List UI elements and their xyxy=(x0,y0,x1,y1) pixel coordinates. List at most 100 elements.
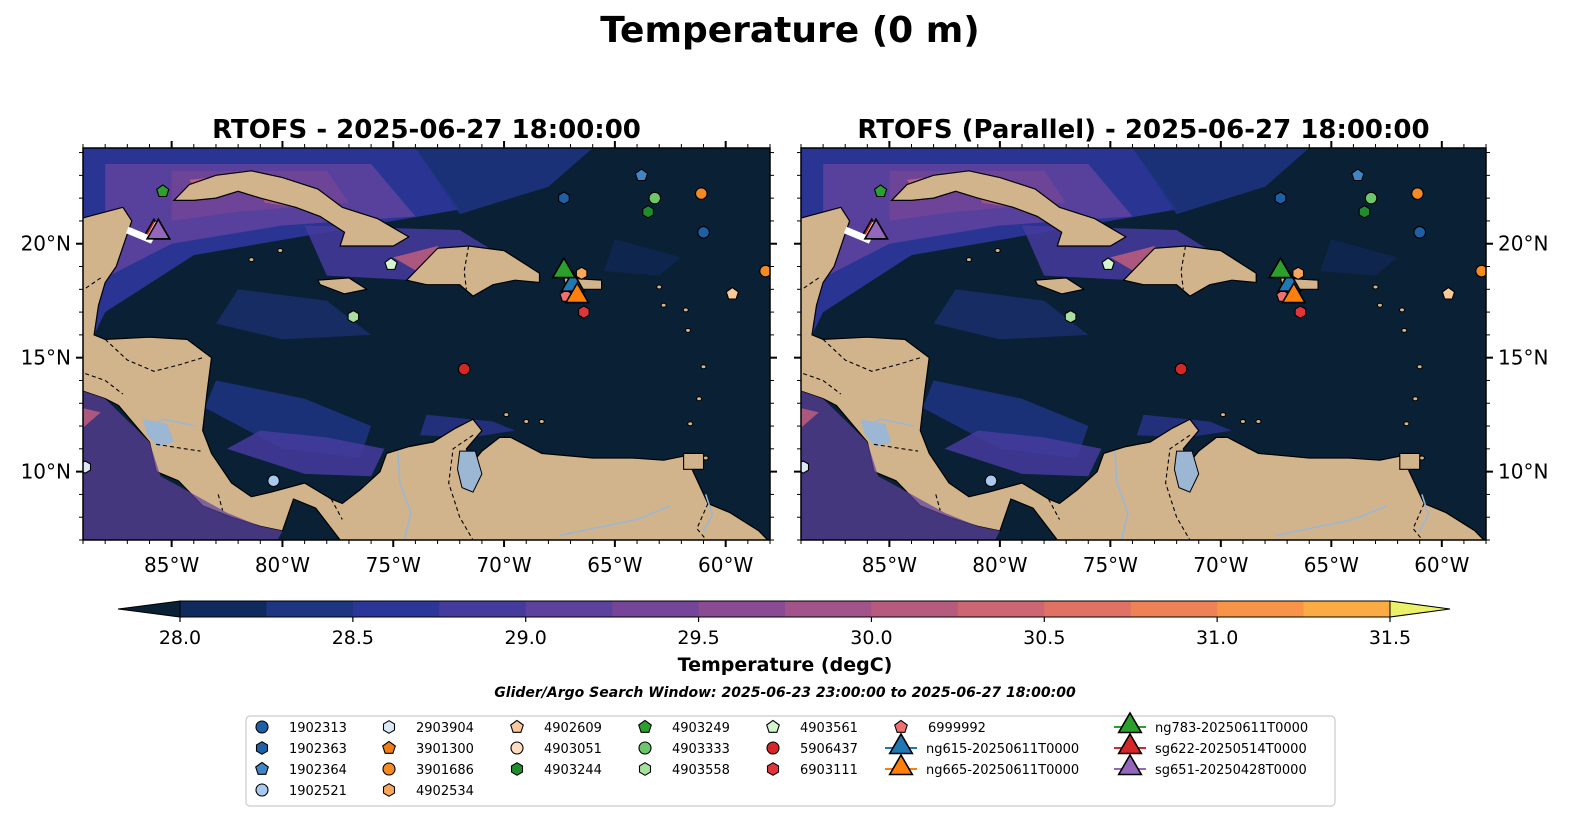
sst-pacific-warm xyxy=(83,408,101,428)
colorbar-tick-label: 29.0 xyxy=(505,627,547,649)
y-tick-label: 10°N xyxy=(21,460,71,484)
colorbar-bin xyxy=(525,601,613,617)
small-island xyxy=(965,257,972,263)
small-island xyxy=(503,412,510,418)
legend-label: 4902609 xyxy=(544,721,602,736)
colorbar-frame xyxy=(179,600,1391,618)
sst-zone xyxy=(1132,148,1310,215)
small-island xyxy=(700,364,707,370)
x-tick-label: 70°W xyxy=(1193,553,1248,577)
country-border xyxy=(104,338,203,372)
legend-label: 4903051 xyxy=(544,742,602,757)
legend-frame xyxy=(245,715,1336,807)
search-window-text: Glider/Argo Search Window: 2025-06-23 23… xyxy=(494,685,1076,701)
legend-float-marker xyxy=(766,719,780,733)
legend-float-marker xyxy=(510,719,524,733)
glider-ng783-20250611T0000 xyxy=(1267,256,1294,279)
legend-item-4903561: 4903561 xyxy=(766,719,858,736)
sst-pacific xyxy=(83,391,283,540)
y-tick-label: 15°N xyxy=(1498,346,1548,370)
argo-float-3901686 xyxy=(759,264,770,278)
argo-float-4902534 xyxy=(575,266,588,281)
x-tick-label: 80°W xyxy=(972,553,1027,577)
legend-label: 1902364 xyxy=(289,763,347,778)
country-border xyxy=(83,277,102,291)
legend-item-1902313: 1902313 xyxy=(255,720,347,736)
legend-float-marker xyxy=(255,761,269,775)
argo-float-1902521 xyxy=(984,474,998,488)
legend-item-4902534: 4902534 xyxy=(382,783,474,799)
lake-maracaibo xyxy=(456,450,483,493)
argo-float-2903904 xyxy=(801,460,810,474)
legend-float-marker xyxy=(382,720,396,734)
argo-float-1902313 xyxy=(697,225,710,239)
argo-float-1902521 xyxy=(267,474,280,488)
argo-float-3901686 xyxy=(694,187,708,200)
legend-label: 2903904 xyxy=(416,721,474,736)
lake-maracaibo xyxy=(1173,450,1200,493)
argo-float-4902609 xyxy=(725,286,740,300)
colorbar-bin xyxy=(957,601,1045,617)
legend-label: 3901300 xyxy=(416,742,474,757)
legend-item-6999992: 6999992 xyxy=(894,719,986,736)
argo-float-4903244 xyxy=(1358,205,1371,219)
map-area xyxy=(83,148,770,540)
argo-float-5906437 xyxy=(1174,362,1188,376)
country-border xyxy=(801,277,820,291)
argo-float-4903561 xyxy=(384,257,398,270)
small-island xyxy=(1401,327,1408,333)
small-island xyxy=(1416,364,1423,370)
argo-float-6903111 xyxy=(1294,305,1307,319)
legend-float-marker xyxy=(638,762,652,776)
colorbar-tick-label: 28.0 xyxy=(159,627,201,649)
small-island xyxy=(523,418,530,424)
x-tick-label: 85°W xyxy=(144,553,199,577)
legend-item-ng665-20250611T0000: ng665-20250611T0000 xyxy=(885,753,1079,778)
colorbar-tick-label: 31.0 xyxy=(1196,627,1238,649)
argo-float-4903249 xyxy=(156,184,170,198)
river xyxy=(1418,494,1430,532)
map-panel-2: 85°W 80°W 75°W 70°W 65°W 60°W 20°N 15°N 10°N RTOF… xyxy=(794,115,1548,577)
legend-item-4903333: 4903333 xyxy=(638,741,730,757)
legend-item-3901300: 3901300 xyxy=(382,740,474,757)
argo-float-1902363 xyxy=(1274,191,1287,205)
legend-label: ng783-20250611T0000 xyxy=(1155,721,1308,736)
legend-label: 1902313 xyxy=(289,721,347,736)
legend-float-marker xyxy=(638,741,652,755)
legend-label: 4902534 xyxy=(416,784,474,799)
country-border xyxy=(1048,498,1060,520)
x-tick-label: 65°W xyxy=(587,553,642,577)
colorbar-bin xyxy=(612,601,700,617)
argo-float-6903111 xyxy=(578,305,590,319)
country-border xyxy=(156,443,201,452)
country-border xyxy=(801,372,842,395)
legend-item-1902364: 1902364 xyxy=(255,761,347,778)
small-island xyxy=(277,248,284,254)
x-tick-label: 70°W xyxy=(476,553,531,577)
small-island xyxy=(1220,412,1227,418)
legend-label: ng615-20250611T0000 xyxy=(926,742,1079,757)
map-frame xyxy=(82,147,771,541)
argo-float-4903244 xyxy=(642,205,654,219)
colorbar-bin xyxy=(1044,601,1132,617)
legend-item-ng783-20250611T0000: ng783-20250611T0000 xyxy=(1114,711,1308,736)
colorbar-tick-label: 28.5 xyxy=(332,627,374,649)
legend-float-marker xyxy=(638,719,652,733)
land-jamaica xyxy=(1034,277,1086,295)
country-border xyxy=(935,494,941,511)
land-hispaniola xyxy=(1122,245,1257,297)
country-border xyxy=(463,245,470,290)
argo-float-4903249 xyxy=(873,184,888,198)
y-tick-label: 20°N xyxy=(1498,232,1548,256)
glider-sg651-20250428T0000 xyxy=(145,217,171,240)
sst-pacific-warm xyxy=(801,408,819,428)
river xyxy=(1114,451,1129,540)
small-island xyxy=(1376,302,1383,308)
y-tick-label: 10°N xyxy=(1498,460,1548,484)
argo-float-1902364 xyxy=(634,168,649,182)
legend-item-sg651-20250428T0000: sg651-20250428T0000 xyxy=(1114,753,1307,778)
colorbar-bin xyxy=(352,601,440,617)
legend-item-4903249: 4903249 xyxy=(638,719,730,736)
legend-label: 4903558 xyxy=(672,763,730,778)
